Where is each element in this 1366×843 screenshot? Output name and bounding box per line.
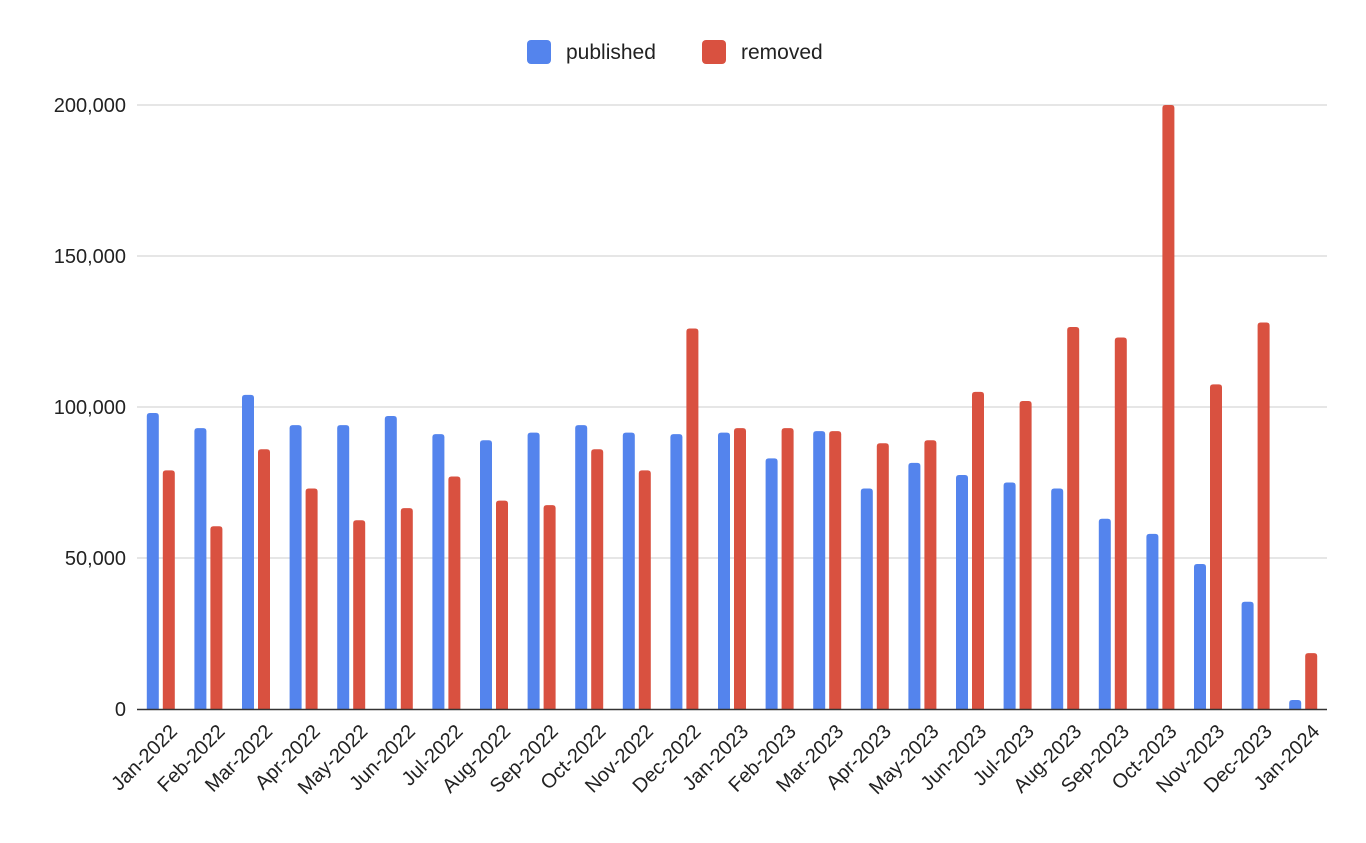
- bar-published-Jan-2024: [1289, 699, 1302, 709]
- bar-published-Jul-2023: [1003, 482, 1016, 709]
- bar-removed-Aug-2023: [1067, 326, 1080, 709]
- bar-removed-Oct-2022: [591, 449, 604, 709]
- bar-removed-Apr-2023: [876, 443, 889, 709]
- bar-published-Sep-2022: [527, 432, 540, 709]
- bar-removed-Apr-2022: [305, 488, 318, 709]
- bar-published-Apr-2023: [860, 488, 873, 709]
- legend-swatch-published: [527, 40, 551, 64]
- bar-removed-Jul-2023: [1019, 400, 1032, 709]
- bar-removed-May-2022: [353, 520, 366, 709]
- x-axis-ticks: Jan-2022Feb-2022Mar-2022Apr-2022May-2022…: [107, 721, 1324, 799]
- y-axis-ticks: 0 50,000 100,000 150,000 200,000: [54, 95, 126, 721]
- bar-removed-Mar-2023: [829, 431, 842, 709]
- bar-removed-Dec-2023: [1257, 322, 1270, 709]
- gridlines: [137, 104, 1327, 559]
- bar-published-Dec-2022: [670, 434, 683, 709]
- bar-removed-May-2023: [924, 440, 937, 709]
- bar-published-Jan-2023: [718, 432, 730, 709]
- bar-published-Mar-2022: [242, 394, 254, 709]
- bar-removed-Nov-2023: [1210, 384, 1222, 709]
- bar-published-Jul-2022: [432, 434, 445, 709]
- bar-removed-Sep-2023: [1114, 337, 1127, 709]
- bar-removed-Jun-2022: [400, 508, 413, 709]
- bar-removed-Jan-2024: [1305, 653, 1318, 709]
- y-tick-label: 0: [115, 699, 126, 721]
- legend-label-published: published: [566, 41, 656, 64]
- bar-removed-Sep-2022: [543, 505, 556, 709]
- bar-published-Aug-2023: [1051, 488, 1064, 709]
- bar-published-Oct-2022: [575, 425, 588, 709]
- bar-published-Jun-2023: [956, 474, 968, 709]
- bar-published-May-2023: [908, 462, 921, 709]
- bar-published-Dec-2023: [1241, 601, 1254, 709]
- bar-published-Jun-2022: [384, 416, 397, 709]
- bar-removed-Jan-2023: [734, 428, 746, 709]
- bar-published-Sep-2023: [1098, 518, 1111, 709]
- bar-published-Jan-2022: [146, 413, 159, 709]
- bar-published-May-2022: [337, 425, 350, 709]
- y-tick-label: 200,000: [54, 95, 126, 117]
- bar-removed-Feb-2023: [781, 428, 794, 709]
- legend-swatch-removed: [702, 40, 726, 64]
- bar-removed-Jun-2023: [972, 391, 984, 709]
- legend: published removed: [527, 40, 823, 64]
- bar-removed-Jul-2022: [448, 476, 461, 709]
- bar-removed-Dec-2022: [686, 328, 699, 709]
- bar-published-Apr-2022: [289, 425, 302, 709]
- y-tick-label: 150,000: [54, 246, 126, 268]
- bar-published-Mar-2023: [813, 431, 826, 709]
- y-tick-label: 100,000: [54, 397, 126, 419]
- legend-label-removed: removed: [741, 41, 823, 64]
- bar-removed-Jan-2022: [162, 470, 175, 709]
- bar-published-Feb-2022: [194, 428, 207, 709]
- bars: [146, 105, 1318, 709]
- bar-removed-Nov-2022: [638, 470, 651, 709]
- bar-published-Aug-2022: [480, 440, 492, 709]
- bar-removed-Feb-2022: [210, 526, 223, 709]
- bar-published-Oct-2023: [1146, 533, 1159, 709]
- bar-removed-Aug-2022: [496, 500, 508, 709]
- bar-published-Nov-2023: [1194, 564, 1206, 709]
- bar-removed-Oct-2023: [1162, 105, 1175, 709]
- y-tick-label: 50,000: [65, 548, 126, 570]
- bar-published-Nov-2022: [622, 432, 635, 709]
- bar-removed-Mar-2022: [258, 449, 270, 709]
- bar-published-Feb-2023: [765, 458, 778, 709]
